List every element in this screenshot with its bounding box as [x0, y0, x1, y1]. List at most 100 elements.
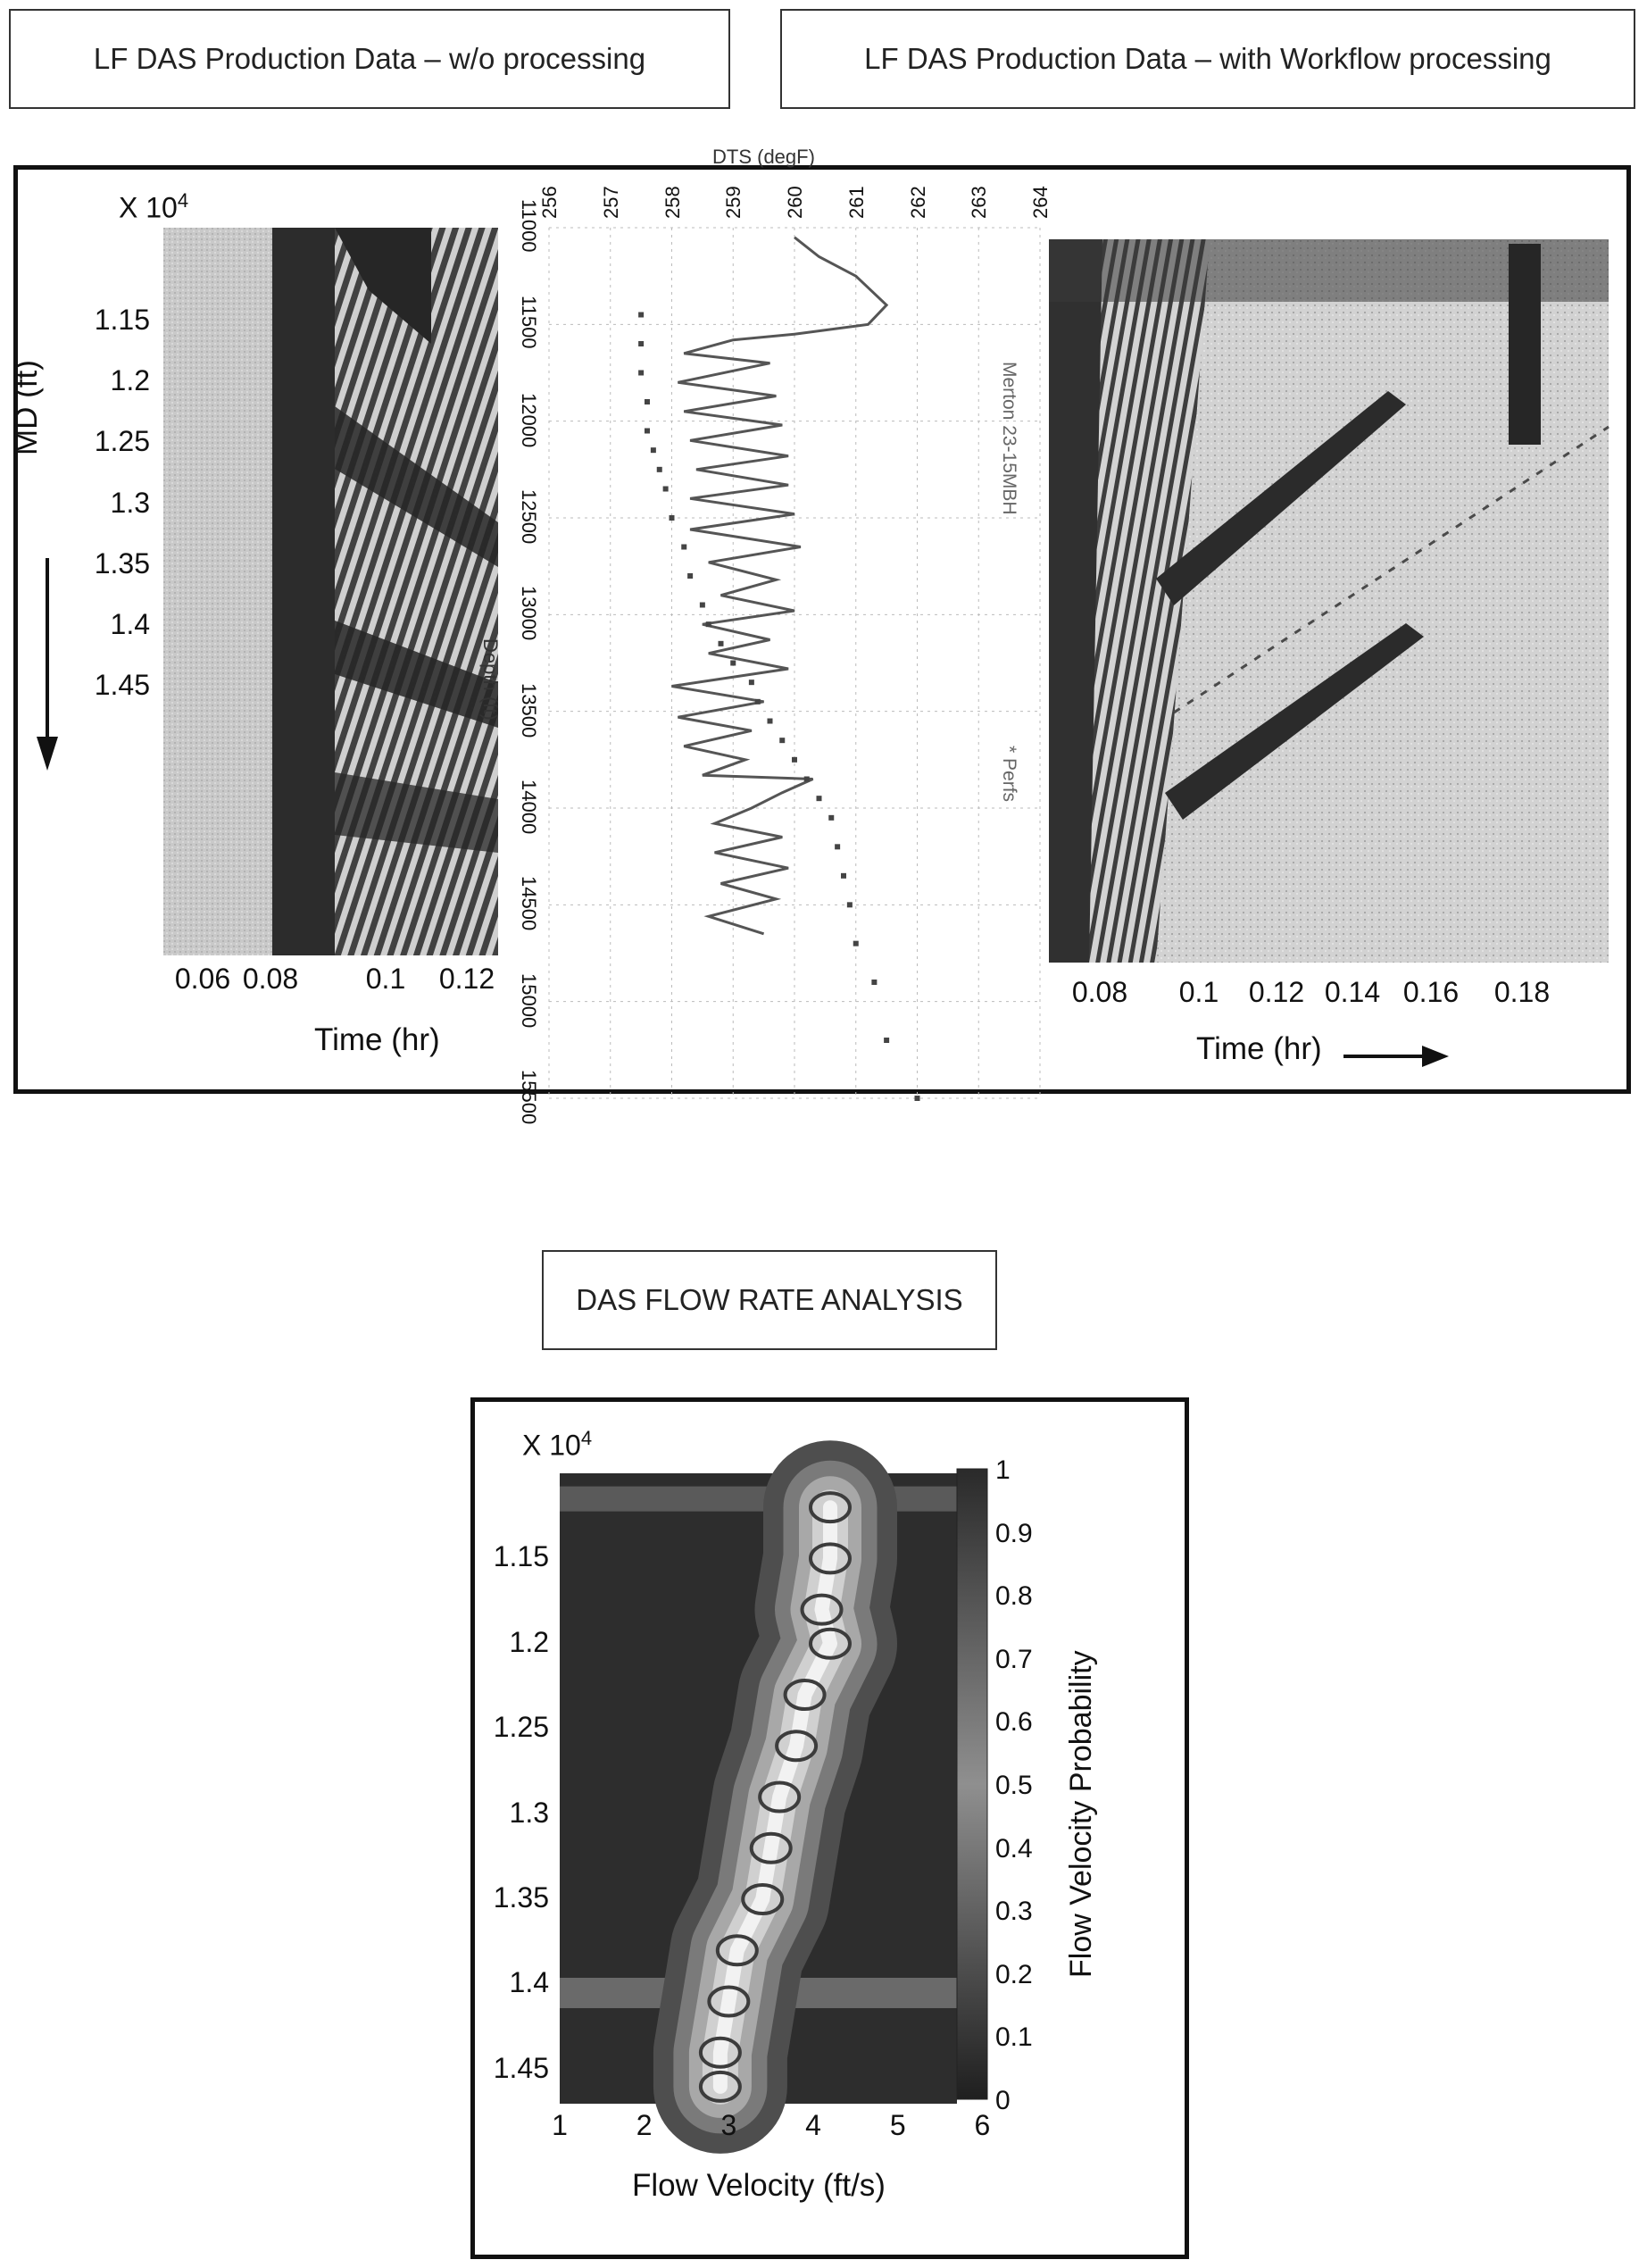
raw-y-tick: 1.45 — [52, 669, 150, 702]
flow-y-tick: 1.15 — [451, 1540, 549, 1573]
perfs-marker — [749, 680, 754, 685]
perfs-marker — [681, 545, 686, 550]
raw-x-tick: 0.1 — [366, 963, 405, 996]
raw-y-tick: 1.35 — [52, 547, 150, 580]
colorbar-tick: 0.3 — [995, 1897, 1033, 1927]
flow-y-tick: 1.25 — [451, 1711, 549, 1744]
raw-y-tick: 1.3 — [52, 487, 150, 520]
dts-x-tick: 258 — [661, 186, 685, 219]
perfs-marker — [645, 429, 650, 434]
dts-temperature-line — [672, 238, 887, 934]
perfs-marker — [817, 796, 822, 801]
dts-x-tick: 259 — [722, 186, 745, 219]
legend-perfs: * Perfs — [998, 746, 1019, 802]
perfs-marker — [792, 757, 797, 763]
processed-x-axis-label: Time (hr) — [1196, 1031, 1322, 1067]
perfs-marker — [730, 661, 736, 666]
raw-y-tick: 1.4 — [52, 608, 150, 641]
colorbar-tick: 0.7 — [995, 1645, 1033, 1675]
perfs-marker — [779, 738, 785, 743]
raw-y-tick: 1.15 — [52, 304, 150, 337]
flow-y-tick: 1.45 — [451, 2052, 549, 2085]
processed-x-tick: 0.14 — [1325, 976, 1380, 1009]
colorbar — [957, 1469, 987, 2099]
perfs-marker — [804, 777, 810, 782]
dts-x-tick: 261 — [845, 186, 869, 219]
colorbar-label: Flow Velocity Probability — [1064, 1650, 1099, 1978]
perfs-marker — [915, 1096, 920, 1101]
flow-x-tick: 3 — [720, 2109, 736, 2142]
dts-y-tick: 15000 — [517, 973, 540, 1028]
perfs-marker — [871, 980, 877, 985]
header-bottom: DAS FLOW RATE ANALYSIS — [542, 1250, 997, 1350]
perfs-marker — [719, 641, 724, 646]
perfs-marker — [638, 341, 644, 346]
dts-y-tick: 15500 — [517, 1070, 540, 1124]
dts-y-tick: 12500 — [517, 489, 540, 544]
colorbar-tick: 0.8 — [995, 1581, 1033, 1612]
flow-y-tick: 1.4 — [451, 1966, 549, 1999]
dts-x-tick: 263 — [968, 186, 991, 219]
flow-x-tick: 6 — [974, 2109, 990, 2142]
dts-y-axis-label: Depth (ft) — [478, 638, 502, 721]
legend-merton: Merton 23-15MBH — [998, 362, 1019, 515]
dts-y-tick: 11000 — [517, 199, 540, 253]
raw-y-tick: 1.2 — [52, 364, 150, 397]
flow-y-multiplier: X 104 — [522, 1427, 592, 1463]
raw-das-heatmap — [163, 228, 498, 955]
perfs-marker — [700, 603, 705, 608]
dts-y-tick: 13000 — [517, 586, 540, 640]
perfs-marker — [706, 621, 711, 627]
processed-x-tick: 0.18 — [1494, 976, 1550, 1009]
dts-y-tick: 14500 — [517, 876, 540, 930]
flow-heatmap-band — [560, 1487, 957, 1512]
perfs-marker — [884, 1038, 889, 1043]
perfs-marker — [768, 719, 773, 724]
perfs-marker — [841, 873, 846, 879]
raw-x-axis-label: Time (hr) — [314, 1022, 440, 1058]
perfs-marker — [755, 699, 761, 705]
colorbar-tick: 0.4 — [995, 1834, 1033, 1864]
flow-x-axis-label: Flow Velocity (ft/s) — [632, 2168, 886, 2204]
perfs-marker — [670, 515, 675, 521]
dts-y-tick: 13500 — [517, 683, 540, 738]
dts-depth-chart — [549, 228, 1040, 1121]
raw-x-tick: 0.08 — [243, 963, 298, 996]
processed-das-heatmap — [1049, 239, 1609, 963]
flow-velocity-heatmap — [560, 1473, 970, 2104]
colorbar-tick: 0.9 — [995, 1519, 1033, 1549]
perfs-marker — [687, 573, 693, 579]
perfs-marker — [847, 902, 853, 907]
raw-y-multiplier: X 104 — [119, 189, 188, 225]
perfs-marker — [638, 313, 644, 318]
colorbar-tick: 0 — [995, 2086, 1011, 2116]
flow-x-tick: 5 — [890, 2109, 906, 2142]
colorbar-tick: 0.5 — [995, 1771, 1033, 1801]
header-right-text: LF DAS Production Data – with Workflow p… — [864, 42, 1551, 76]
dts-x-tick: 260 — [784, 186, 807, 219]
raw-x-tick: 0.06 — [175, 963, 230, 996]
processed-x-tick: 0.16 — [1403, 976, 1459, 1009]
perfs-marker-icon: * — [999, 746, 1019, 758]
dts-x-tick: 262 — [907, 186, 930, 219]
flow-y-tick: 1.2 — [451, 1626, 549, 1659]
dts-y-tick: 11500 — [517, 296, 540, 349]
perfs-marker — [638, 371, 644, 376]
colorbar-tick: 0.2 — [995, 1960, 1033, 1990]
colorbar-tick: 0.1 — [995, 2022, 1033, 2053]
perfs-marker — [651, 447, 656, 453]
processed-x-tick: 0.08 — [1072, 976, 1127, 1009]
perfs-marker — [853, 941, 859, 946]
raw-x-tick: 0.12 — [439, 963, 495, 996]
colorbar-tick: 0.6 — [995, 1707, 1033, 1738]
header-left: LF DAS Production Data – w/o processing — [9, 9, 730, 109]
dts-x-tick: 264 — [1029, 186, 1052, 219]
perfs-marker — [835, 844, 840, 849]
perfs-marker — [645, 399, 650, 404]
flow-x-tick: 2 — [636, 2109, 653, 2142]
header-right: LF DAS Production Data – with Workflow p… — [780, 9, 1635, 109]
flow-x-tick: 4 — [805, 2109, 821, 2142]
legend-perfs-text: Perfs — [999, 758, 1019, 802]
flow-y-tick: 1.3 — [451, 1797, 549, 1830]
header-bottom-text: DAS FLOW RATE ANALYSIS — [576, 1283, 962, 1317]
